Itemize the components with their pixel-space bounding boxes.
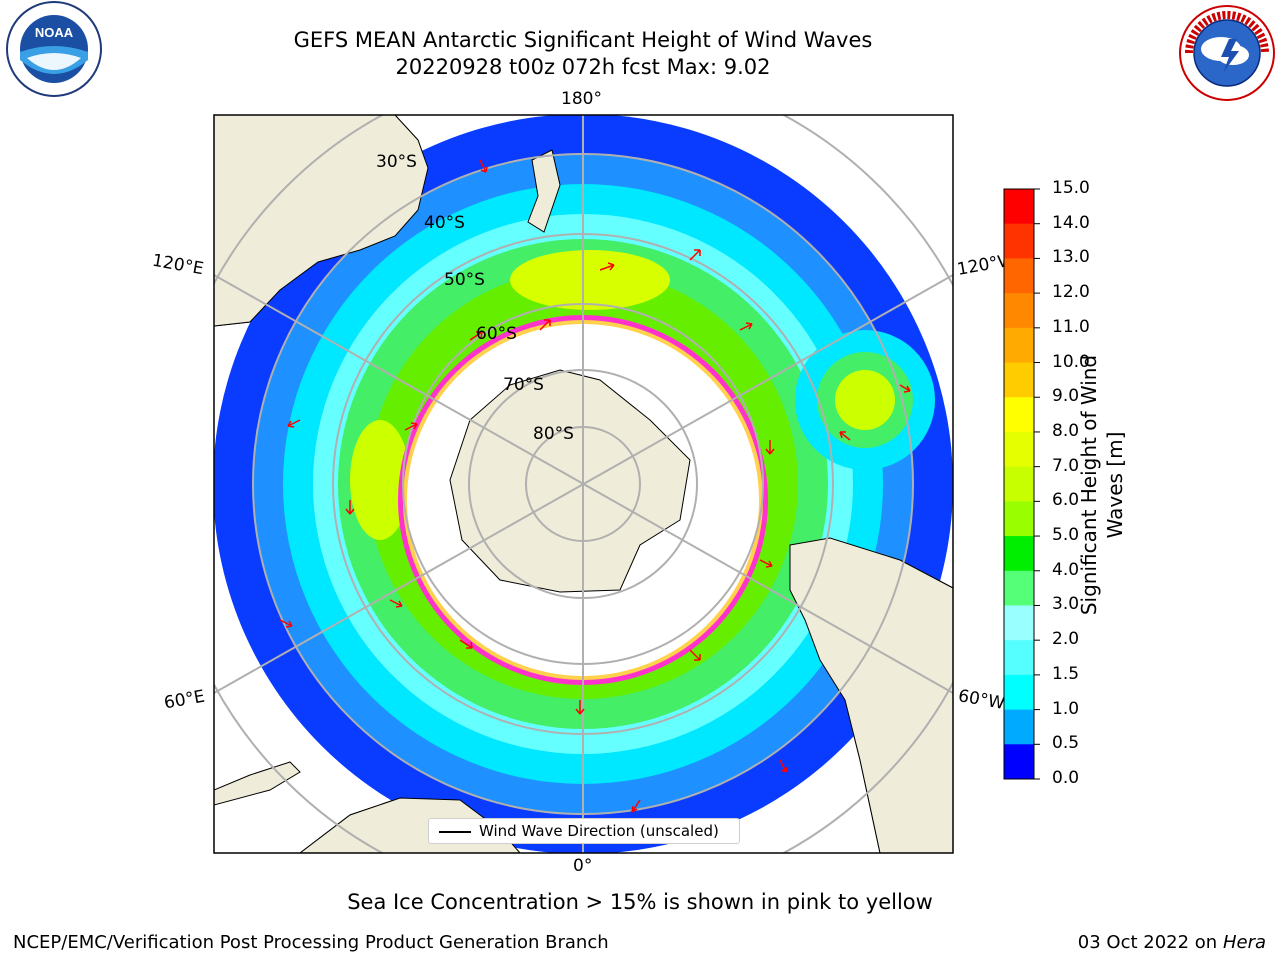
colorbar-segment: [1004, 223, 1034, 259]
colorbar-segment: [1004, 744, 1034, 780]
colorbar-segment: [1004, 536, 1034, 572]
legend-line-icon: [439, 831, 471, 833]
lat-label-80s: 80°S: [533, 424, 574, 444]
colorbar-segment: [1004, 189, 1034, 225]
colorbar-tick-label: 11.0: [1052, 316, 1090, 337]
colorbar-tick-label: 9.0: [1052, 386, 1080, 407]
colorbar-tick-label: 6.0: [1052, 490, 1080, 511]
lat-label-50s: 50°S: [444, 270, 485, 290]
colorbar-tick-label: 10.0: [1052, 351, 1090, 372]
legend-label: Wind Wave Direction (unscaled): [479, 822, 719, 840]
colorbar-tick-label: 1.5: [1052, 663, 1080, 684]
noaa-logo: NOAA: [6, 1, 102, 97]
lon-label-180: 180°: [561, 89, 602, 109]
colorbar-segment: [1004, 570, 1034, 606]
colorbar-tick-label: 15.0: [1052, 178, 1090, 198]
wind-wave-arrows: [279, 159, 911, 813]
footer-machine: Hera: [1222, 932, 1266, 953]
colorbar-tick-label: 1.0: [1052, 698, 1080, 719]
colorbar-tick-label: 0.0: [1052, 768, 1080, 788]
footer-date: 03 Oct 2022 on Hera: [1078, 932, 1266, 953]
sea-ice-note: Sea Ice Concentration > 15% is shown in …: [347, 890, 933, 914]
nws-logo: [1179, 5, 1275, 101]
lat-label-70s: 70°S: [503, 375, 544, 395]
colorbar-segment: [1004, 258, 1034, 294]
land-antarctica: [449, 369, 691, 593]
colorbar-segment: [1004, 709, 1034, 745]
colorbar-label: Significant Height of Wind Waves [m]: [1077, 354, 1127, 616]
chart-title: GEFS MEAN Antarctic Significant Height o…: [293, 28, 873, 52]
noaa-logo-text: NOAA: [35, 25, 74, 40]
colorbar-segment: [1004, 327, 1034, 364]
lat-label-40s: 40°S: [424, 213, 465, 233]
colorbar-tick-label: 13.0: [1052, 247, 1090, 268]
colorbar-segment: [1004, 501, 1034, 537]
lat-label-60s: 60°S: [476, 324, 517, 344]
colorbar-segment: [1004, 605, 1034, 641]
map-legend: Wind Wave Direction (unscaled): [428, 818, 740, 844]
colorbar-tick-label: 8.0: [1052, 420, 1080, 441]
colorbar: [1003, 188, 1040, 780]
colorbar-tick-label: 5.0: [1052, 525, 1080, 546]
graticule: [214, 115, 953, 853]
footer-date-text: 03 Oct 2022 on: [1077, 932, 1223, 953]
colorbar-segment: [1004, 362, 1034, 398]
colorbar-segment: [1004, 674, 1034, 711]
colorbar-segment: [1004, 293, 1034, 329]
colorbar-segment: [1004, 431, 1034, 468]
footer-left: NCEP/EMC/Verification Post Processing Pr…: [13, 932, 609, 953]
colorbar-tick-label: 4.0: [1052, 559, 1080, 580]
colorbar-tick-label: 0.5: [1052, 733, 1080, 754]
colorbar-segment: [1004, 397, 1034, 433]
lat-label-30s: 30°S: [376, 152, 417, 172]
colorbar-tick-label: 14.0: [1052, 212, 1090, 233]
colorbar-tick-label: 7.0: [1052, 455, 1080, 476]
colorbar-segment: [1004, 640, 1034, 676]
lon-label-0: 0°: [573, 856, 593, 876]
chart-subtitle: 20220928 t00z 072h fcst Max: 9.02: [395, 55, 771, 79]
colorbar-tick-label: 3.0: [1052, 594, 1080, 615]
colorbar-segment: [1004, 466, 1034, 502]
colorbar-tick-label: 12.0: [1052, 282, 1090, 303]
colorbar-tick-label: 2.0: [1052, 629, 1080, 650]
